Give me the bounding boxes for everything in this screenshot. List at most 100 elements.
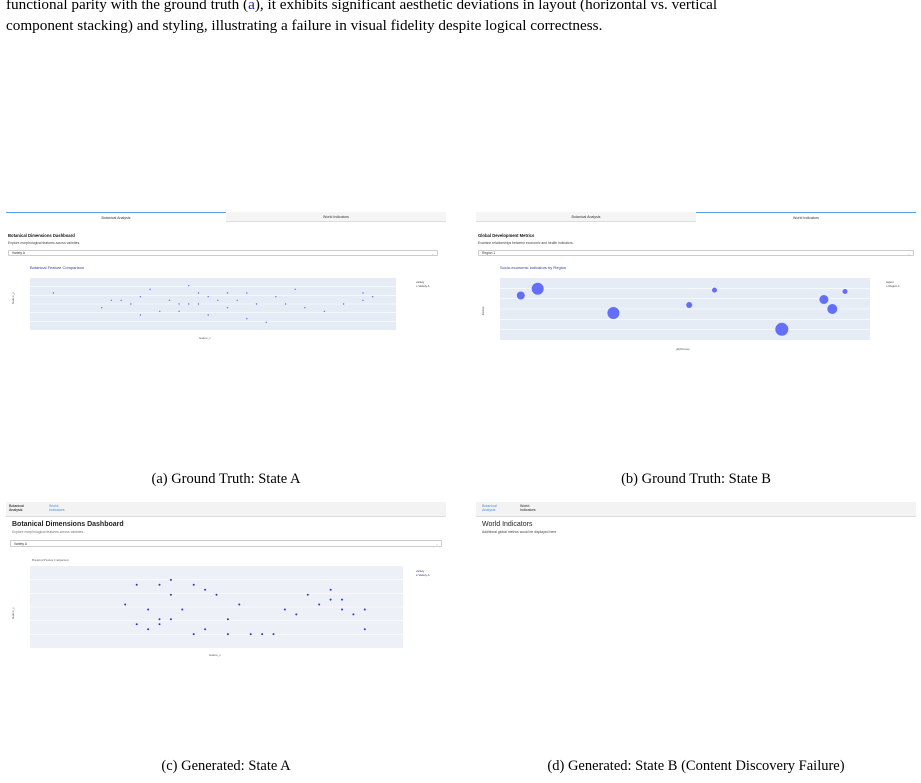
data-point[interactable] — [207, 296, 209, 298]
data-point[interactable] — [169, 578, 172, 581]
data-point[interactable] — [686, 302, 693, 308]
data-point[interactable] — [139, 314, 142, 316]
region-dropdown[interactable]: Region 1 ⌄ — [478, 250, 914, 256]
data-point[interactable] — [158, 583, 161, 586]
data-point[interactable] — [226, 307, 229, 309]
data-point[interactable] — [842, 289, 848, 294]
chevron-down-icon: ⌄ — [907, 251, 910, 256]
data-point[interactable] — [226, 633, 229, 636]
data-point[interactable] — [217, 299, 219, 301]
data-point[interactable] — [135, 623, 138, 626]
data-point[interactable] — [318, 603, 321, 606]
data-point[interactable] — [139, 296, 142, 298]
data-point[interactable] — [249, 633, 252, 636]
data-point[interactable] — [52, 292, 55, 294]
data-point[interactable] — [192, 633, 195, 636]
data-point[interactable] — [159, 310, 161, 312]
tab-bar: Botanical Analysis World Indicators — [6, 212, 446, 222]
data-point[interactable] — [178, 303, 180, 305]
data-point[interactable] — [284, 303, 287, 305]
data-point[interactable] — [169, 618, 172, 621]
data-point[interactable] — [306, 593, 309, 596]
data-point[interactable] — [149, 288, 151, 290]
data-point[interactable] — [819, 295, 829, 304]
data-point[interactable] — [341, 598, 343, 601]
data-point[interactable] — [341, 608, 343, 611]
data-point[interactable] — [531, 282, 544, 295]
data-point[interactable] — [607, 307, 620, 319]
data-point[interactable] — [204, 628, 207, 631]
data-point[interactable] — [362, 299, 364, 301]
dropdown-value: Variety A — [14, 541, 27, 546]
data-point[interactable] — [188, 303, 190, 305]
data-point[interactable] — [775, 322, 789, 336]
variety-dropdown[interactable]: Variety A ⌄ — [10, 540, 442, 547]
data-point[interactable] — [101, 307, 103, 309]
legend-item[interactable]: ● Variety A — [416, 284, 429, 289]
data-point[interactable] — [158, 623, 161, 626]
tab-world[interactable]: World Indicators — [520, 504, 548, 512]
variety-dropdown[interactable]: Variety A ⌄ — [8, 250, 438, 256]
data-point[interactable] — [197, 303, 200, 305]
data-point[interactable] — [283, 608, 286, 611]
figure-ref-link[interactable]: a — [248, 0, 255, 13]
data-point[interactable] — [516, 291, 525, 300]
data-point[interactable] — [265, 321, 267, 323]
data-point[interactable] — [226, 292, 229, 294]
data-point[interactable] — [169, 593, 172, 596]
data-point[interactable] — [158, 618, 161, 621]
data-point[interactable] — [215, 593, 218, 596]
plot-area — [30, 278, 396, 330]
data-point[interactable] — [342, 303, 345, 305]
data-point[interactable] — [135, 583, 138, 586]
data-point[interactable] — [124, 603, 127, 606]
data-point[interactable] — [147, 628, 150, 631]
data-point[interactable] — [226, 618, 229, 621]
tab-world[interactable]: World Indicators — [49, 504, 77, 512]
tab-world[interactable]: World Indicators — [226, 212, 446, 222]
data-point[interactable] — [323, 310, 325, 312]
data-point[interactable] — [181, 608, 184, 611]
data-point[interactable] — [207, 314, 209, 316]
data-point[interactable] — [275, 296, 277, 298]
data-point[interactable] — [294, 288, 296, 290]
panel-a: Botanical Analysis World Indicators Bota… — [6, 212, 446, 397]
data-point[interactable] — [362, 292, 364, 294]
data-point[interactable] — [255, 303, 258, 305]
data-point[interactable] — [168, 299, 171, 301]
data-point[interactable] — [130, 303, 132, 305]
data-point[interactable] — [120, 299, 122, 301]
data-point[interactable] — [827, 304, 838, 314]
data-point[interactable] — [329, 588, 332, 591]
data-point[interactable] — [261, 633, 264, 636]
data-point[interactable] — [712, 287, 717, 293]
data-point[interactable] — [246, 318, 248, 320]
data-point[interactable] — [272, 633, 275, 636]
data-point[interactable] — [246, 292, 248, 294]
data-point[interactable] — [204, 588, 207, 591]
data-point[interactable] — [197, 292, 200, 294]
data-point[interactable] — [363, 628, 366, 631]
tab-botanical[interactable]: Botanical Analysis — [9, 504, 37, 512]
caption-c: (c) Generated: State A — [161, 758, 291, 774]
data-point[interactable] — [236, 299, 238, 301]
data-point[interactable] — [147, 608, 150, 611]
data-point[interactable] — [371, 296, 374, 298]
data-point[interactable] — [192, 583, 195, 586]
data-point[interactable] — [188, 285, 190, 287]
legend-item[interactable]: ● Variety A — [416, 573, 429, 578]
tab-botanical[interactable]: Botanical Analysis — [6, 212, 226, 222]
data-point[interactable] — [304, 307, 306, 309]
data-point[interactable] — [178, 310, 180, 312]
data-point[interactable] — [352, 613, 355, 616]
data-point[interactable] — [295, 613, 298, 616]
tab-botanical[interactable]: Botanical Analysis — [482, 504, 510, 512]
data-point[interactable] — [238, 603, 241, 606]
legend-title: variety — [416, 569, 425, 573]
tab-world[interactable]: World Indicators — [696, 212, 916, 222]
data-point[interactable] — [363, 608, 366, 611]
tab-botanical[interactable]: Botanical Analysis — [476, 212, 696, 222]
legend-item[interactable]: ● Region 1 — [886, 284, 900, 289]
data-point[interactable] — [110, 299, 113, 301]
data-point[interactable] — [329, 598, 332, 601]
